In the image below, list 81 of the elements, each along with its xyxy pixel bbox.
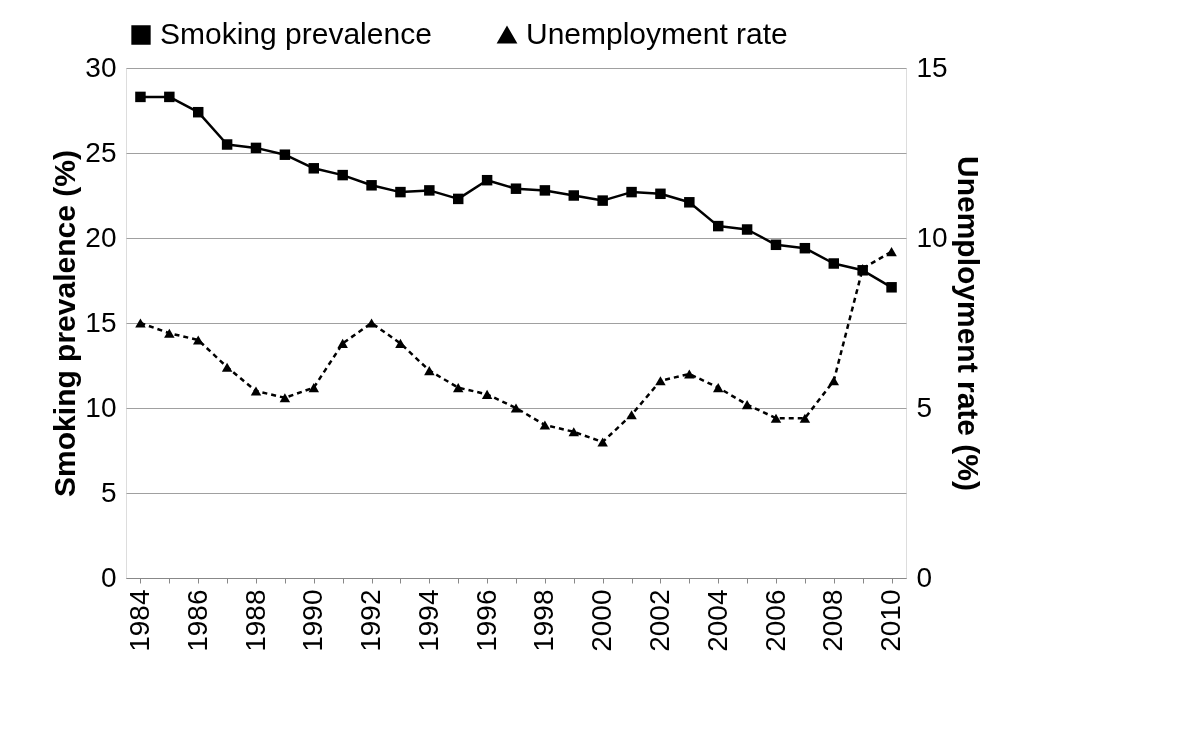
point [135, 91, 146, 103]
point [452, 193, 464, 205]
point [712, 220, 724, 232]
point [626, 186, 637, 198]
point [886, 247, 897, 257]
point [799, 413, 811, 423]
x-tick-label: 2004 [701, 589, 733, 652]
y2-tick-label: 0 [916, 561, 933, 593]
point [770, 239, 782, 251]
point [481, 174, 493, 186]
point [337, 338, 348, 348]
point [568, 427, 580, 437]
point [135, 318, 146, 328]
point [770, 413, 782, 423]
x-tick-label: 1992 [355, 589, 387, 652]
y-axis-title: Smoking prevalence (%) [48, 150, 82, 497]
point [366, 318, 377, 328]
y-tick-label: 15 [85, 306, 117, 338]
point [452, 383, 464, 393]
y2-tick-label: 5 [916, 391, 933, 423]
point [741, 400, 753, 410]
point [712, 383, 724, 393]
point [799, 242, 811, 254]
y-tick-label: 30 [85, 51, 117, 83]
point [250, 142, 262, 154]
point [192, 106, 204, 118]
point [539, 420, 551, 430]
point [164, 328, 175, 338]
point [192, 335, 204, 345]
point [395, 338, 406, 348]
point [510, 183, 522, 194]
y2-tick-label: 10 [916, 221, 948, 253]
point [481, 389, 493, 399]
point [337, 169, 348, 181]
legend-label: Unemployment rate [526, 17, 788, 50]
y-tick-label: 25 [85, 136, 117, 168]
point [684, 197, 695, 208]
point [308, 383, 320, 393]
x-tick-label: 1988 [239, 589, 271, 652]
point [250, 386, 262, 396]
x-tick-label: 1986 [181, 589, 213, 652]
point [828, 376, 840, 386]
point [741, 224, 753, 235]
point [395, 186, 406, 198]
x-tick-label: 2008 [817, 589, 849, 652]
point [828, 258, 840, 269]
point [655, 376, 666, 386]
y2-axis-title: Unemployment rate (%) [951, 155, 985, 492]
point [221, 139, 233, 150]
point [597, 195, 608, 206]
point [886, 282, 897, 293]
point [164, 91, 175, 103]
y-tick-label: 0 [100, 561, 117, 593]
x-tick-label: 1984 [123, 589, 155, 652]
y-tick-label: 5 [100, 476, 117, 508]
y2-tick-label: 15 [916, 51, 948, 83]
point [279, 393, 291, 403]
y-tick-label: 10 [85, 391, 117, 423]
x-tick-label: 2006 [759, 589, 791, 652]
point [597, 437, 608, 447]
x-tick-label: 1998 [528, 589, 560, 652]
legend-label: Smoking prevalence [160, 17, 432, 50]
point [366, 180, 377, 191]
point [626, 410, 637, 420]
x-tick-label: 2000 [586, 589, 618, 652]
point [279, 149, 291, 160]
x-tick-label: 1996 [470, 589, 502, 652]
x-tick-label: 2010 [875, 589, 907, 652]
point [568, 190, 580, 201]
y-tick-label: 20 [85, 221, 117, 253]
point [539, 185, 551, 196]
point [510, 403, 522, 413]
point [308, 163, 320, 174]
point [424, 185, 435, 196]
x-tick-label: 1994 [412, 589, 444, 652]
point [684, 369, 695, 379]
point [424, 366, 435, 376]
x-tick-label: 2002 [643, 589, 675, 652]
point [221, 362, 233, 372]
point [655, 188, 666, 200]
x-tick-label: 1990 [297, 589, 329, 652]
